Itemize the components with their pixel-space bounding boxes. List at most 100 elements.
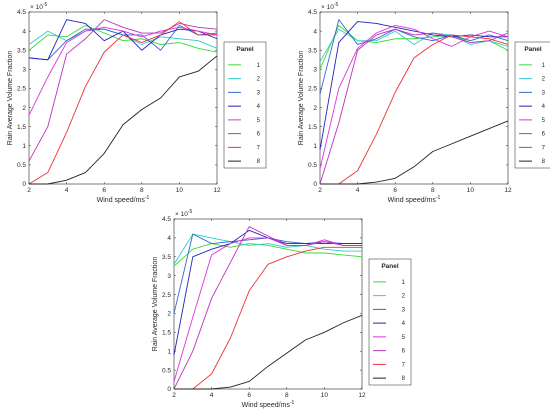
series-line-5 (28, 26, 218, 116)
series-line-8 (29, 55, 218, 185)
x-tick-label: 2 (172, 392, 176, 399)
series-line-7 (320, 34, 509, 185)
y-multiplier: × 10-5 (175, 209, 193, 218)
y-tick-label: 2.5 (162, 292, 171, 299)
y-tick-label: 1 (313, 143, 317, 150)
y-multiplier-exp: -5 (43, 2, 48, 8)
x-axis-label: Wind speed/ms-1 (97, 195, 150, 204)
y-tick-label: 0.5 (308, 162, 317, 169)
x-axis-label-exp: -1 (436, 195, 441, 201)
y-axis-label: Rain Average Volume Fraction (152, 257, 159, 352)
legend-label-6: 6 (402, 349, 406, 355)
y-tick-label: 4.5 (308, 9, 317, 16)
x-tick-label: 12 (358, 392, 366, 399)
y-tick-label: 0 (22, 181, 26, 188)
x-tick-label: 12 (213, 187, 221, 194)
legend-label-7: 7 (257, 145, 261, 151)
y-tick-label: 0.5 (17, 162, 26, 169)
y-tick-label: 2.5 (17, 86, 26, 93)
y-tick-label: 4.5 (17, 9, 26, 16)
legend: Panel 1 2 3 4 5 6 7 8 (223, 41, 267, 169)
x-tick-label: 6 (247, 392, 251, 399)
y-multiplier: × 10-5 (30, 2, 48, 11)
series-line-2 (173, 233, 362, 265)
y-axis-label: Rain Average Volume Fraction (7, 51, 14, 146)
y-tick-label: 4 (313, 28, 317, 35)
legend-label-3: 3 (257, 90, 261, 96)
y-tick-label: 2 (22, 105, 26, 112)
x-axis-label-exp: -1 (145, 195, 150, 201)
y-multiplier-base: × 10 (321, 4, 334, 11)
y-tick-label: 4 (22, 28, 26, 35)
legend-label-5: 5 (402, 335, 406, 341)
x-axis-label-text: Wind speed/ms (242, 402, 291, 409)
series-line-5 (319, 24, 509, 169)
y-multiplier-exp: -5 (334, 2, 339, 8)
legend-label-4: 4 (402, 321, 406, 327)
x-tick-label: 10 (321, 392, 329, 399)
y-tick-label: 4 (167, 235, 171, 242)
y-tick-label: 1.5 (17, 124, 26, 131)
x-tick-label: 6 (102, 187, 106, 194)
legend-label-3: 3 (542, 90, 546, 96)
legend-label-1: 1 (542, 63, 546, 69)
legend-label-7: 7 (402, 362, 406, 368)
y-tick-label: 1.5 (308, 124, 317, 131)
y-tick-label: 2 (313, 105, 317, 112)
legend-label-8: 8 (542, 159, 546, 165)
y-tick-label: 3 (167, 273, 171, 280)
legend-label-2: 2 (257, 77, 261, 83)
legend: Panel 1 2 3 4 5 6 7 8 (514, 41, 550, 169)
legend: Panel 1 2 3 4 5 6 7 8 (368, 258, 412, 386)
x-tick-label: 4 (356, 187, 360, 194)
x-tick-label: 2 (27, 187, 31, 194)
legend-title: Panel (236, 46, 254, 53)
y-tick-label: 1.5 (162, 330, 171, 337)
legend-label-4: 4 (257, 104, 261, 110)
y-tick-label: 3.5 (17, 47, 26, 54)
x-tick-label: 8 (140, 187, 144, 194)
series-line-8 (174, 314, 363, 390)
legend-label-2: 2 (402, 294, 406, 300)
legend-label-7: 7 (542, 145, 546, 151)
y-tick-label: 1 (167, 348, 171, 355)
legend-title: Panel (524, 46, 542, 53)
series-line-6 (173, 226, 362, 390)
y-tick-label: 2.5 (308, 86, 317, 93)
legend-label-1: 1 (257, 63, 261, 69)
x-tick-label: 12 (504, 187, 512, 194)
x-tick-label: 6 (393, 187, 397, 194)
series-line-3 (319, 19, 509, 95)
legend-label-8: 8 (257, 159, 261, 165)
x-tick-label: 8 (431, 187, 435, 194)
x-tick-label: 8 (285, 392, 289, 399)
series-line-6 (28, 19, 218, 162)
legend-label-5: 5 (542, 118, 546, 124)
legend-label-6: 6 (257, 132, 261, 138)
legend-label-2: 2 (542, 77, 546, 83)
series-line-1 (28, 24, 218, 53)
series-line-1 (173, 243, 363, 267)
series-line-7 (174, 246, 362, 390)
x-axis-label: Wind speed/ms-1 (388, 195, 441, 204)
x-axis-label: Wind speed/ms-1 (242, 400, 295, 409)
x-tick-label: 10 (467, 187, 475, 194)
y-tick-label: 0 (167, 386, 171, 393)
legend-label-8: 8 (402, 376, 406, 382)
y-tick-label: 1 (22, 143, 26, 150)
y-tick-label: 3 (22, 67, 26, 74)
x-tick-label: 10 (176, 187, 184, 194)
y-tick-label: 0 (313, 181, 317, 188)
y-tick-label: 2 (167, 311, 171, 318)
legend-label-1: 1 (402, 280, 406, 286)
series-line-7 (28, 21, 217, 185)
legend-label-3: 3 (402, 307, 406, 313)
plot-area (319, 11, 509, 185)
y-tick-label: 3 (313, 67, 317, 74)
plot-area (28, 11, 218, 185)
x-axis-label-text: Wind speed/ms (388, 197, 437, 204)
y-tick-label: 3.5 (162, 254, 171, 261)
